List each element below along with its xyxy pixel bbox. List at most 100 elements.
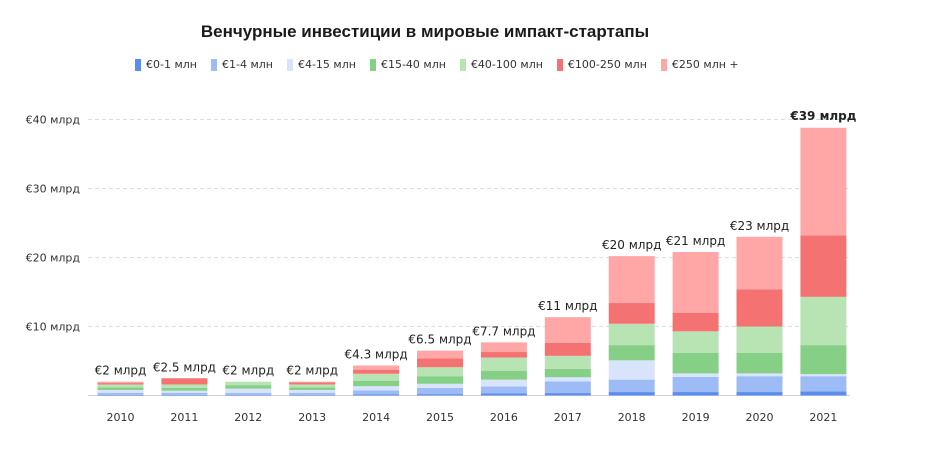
legend-item: €4-15 млн: [286, 58, 356, 71]
bar-segment: [97, 394, 144, 396]
x-tick-label: 2020: [746, 411, 774, 424]
bar-segment: [672, 373, 719, 377]
bar-segment: [480, 379, 527, 387]
x-tick-label: 2016: [490, 411, 518, 424]
bar-segment: [161, 384, 208, 388]
bar-segment: [608, 379, 655, 393]
y-tick-label: €30 млрд: [26, 183, 81, 196]
bar-segment: [353, 380, 400, 387]
bar-segment: [608, 303, 655, 324]
x-tick-label: 2013: [298, 411, 326, 424]
y-tick-label: €10 млрд: [26, 321, 81, 334]
bar-segment: [289, 389, 336, 393]
bar-segment: [736, 236, 783, 290]
bar-segment: [800, 391, 847, 396]
bar-segment: [225, 381, 272, 386]
bar-segment: [353, 373, 400, 381]
legend: €0-1 млн €1-4 млн €4-15 млн €15-40 млн €40-1…: [135, 58, 739, 71]
bar-segment: [289, 382, 336, 385]
bar-segment: [736, 289, 783, 327]
legend-label: €40-100 млн: [470, 58, 543, 71]
bar-segment: [97, 387, 144, 390]
bar-segment: [544, 355, 591, 369]
legend-label: €100-250 млн: [567, 58, 647, 71]
bar-segment: [353, 386, 400, 391]
x-tick-label: 2017: [554, 411, 582, 424]
bar-segment: [417, 383, 463, 388]
bar-segment: [289, 394, 336, 396]
x-tick-label: 2019: [682, 411, 710, 424]
x-tick-label: 2015: [426, 411, 454, 424]
bar-segment: [480, 393, 527, 396]
legend-swatch: [135, 58, 141, 71]
bar-segment: [672, 392, 719, 396]
bar-segment: [289, 381, 336, 383]
bar-segment: [608, 360, 655, 380]
bar-segment: [480, 386, 527, 394]
bar-segment: [672, 251, 719, 313]
bar-segment: [161, 390, 208, 393]
bar-segment: [353, 369, 400, 374]
bar-segment: [480, 370, 527, 380]
bar-segment: [417, 358, 463, 368]
bar-total-label: €2 млрд: [286, 364, 338, 378]
bar-segment: [736, 392, 783, 396]
bar-total-label: €2 млрд: [222, 364, 274, 378]
x-tick-label: 2012: [234, 411, 262, 424]
legend-swatch: [459, 58, 466, 71]
bar-segment: [672, 331, 719, 353]
legend-item: €15-40 млн: [369, 58, 446, 71]
bar-segment: [480, 357, 527, 371]
bar-segment: [353, 394, 400, 396]
legend-swatch: [556, 58, 563, 71]
legend-item: €250 млн +: [660, 58, 739, 71]
bar-segment: [736, 373, 783, 377]
bar-total-label: €11 млрд: [538, 299, 597, 313]
y-tick-label: €20 млрд: [26, 252, 81, 265]
x-tick-label: 2021: [809, 411, 837, 424]
bar-segment: [544, 342, 591, 356]
bar-segment: [225, 392, 272, 395]
x-tick-label: 2018: [618, 411, 646, 424]
bar-segment: [417, 350, 463, 359]
bar-segment: [672, 352, 719, 374]
legend-label: €0-1 млн: [146, 58, 197, 71]
x-tick-label: 2014: [362, 411, 390, 424]
legend-swatch: [210, 58, 217, 71]
chart-title: Венчурные инвестиции в мировые импакт-ст…: [200, 22, 650, 41]
bar-segment: [544, 377, 591, 382]
bar-segment: [480, 352, 527, 358]
legend-item: €1-4 млн: [210, 58, 273, 71]
legend-label: €4-15 млн: [297, 58, 356, 71]
bar-segment: [97, 384, 144, 388]
bar-segment: [608, 345, 655, 361]
bar-segment: [161, 378, 208, 385]
bar-segment: [97, 381, 144, 384]
bar-segment: [608, 392, 655, 396]
bar-segment: [608, 323, 655, 346]
bar-segment: [225, 388, 272, 393]
bar-segment: [417, 394, 463, 396]
bar-total-label: €20 млрд: [602, 238, 661, 252]
bar-segment: [353, 390, 400, 395]
legend-swatch: [369, 58, 376, 71]
bar-segment: [800, 235, 847, 297]
bar-segment: [161, 387, 208, 391]
bar-total-label: €21 млрд: [666, 234, 725, 248]
legend-swatch: [286, 58, 293, 71]
bar-segment: [161, 394, 208, 396]
bar-segment: [672, 376, 719, 393]
y-tick-label: €40 млрд: [26, 114, 81, 127]
x-tick-label: 2010: [107, 411, 135, 424]
bar-segment: [800, 345, 847, 375]
bar-segment: [97, 392, 144, 395]
bar-segment: [672, 312, 719, 332]
legend-label: €15-40 млн: [380, 58, 446, 71]
bar-segment: [800, 374, 847, 377]
bar-segment: [544, 368, 591, 378]
bar-segment: [480, 342, 527, 353]
bar-segment: [736, 326, 783, 353]
bar-segment: [544, 381, 591, 394]
bar-total-label: €2.5 млрд: [153, 360, 216, 374]
